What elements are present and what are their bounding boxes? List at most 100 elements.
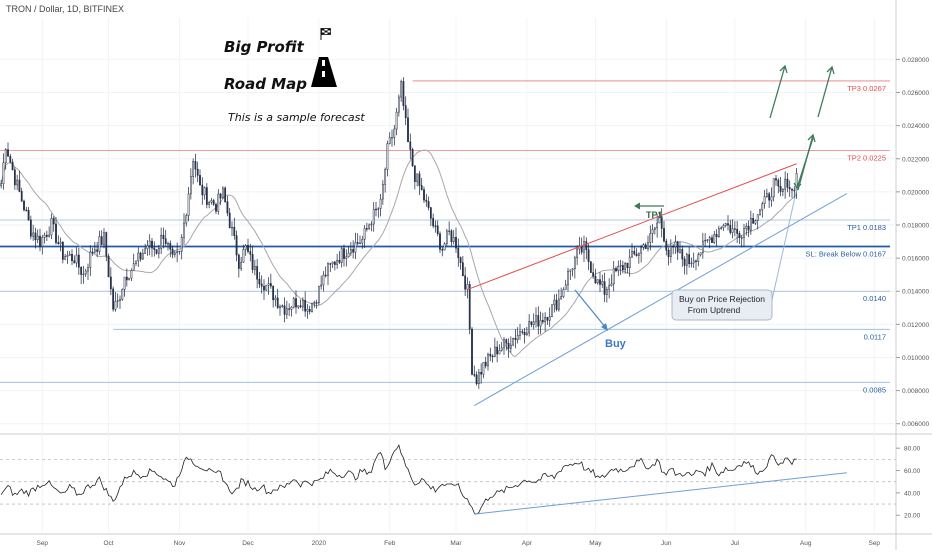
candle — [434, 220, 437, 233]
candle — [258, 272, 261, 288]
candle — [153, 241, 156, 257]
candle — [20, 187, 23, 202]
price-tick-label: 0.006000 — [902, 421, 929, 428]
rsi-pane — [0, 444, 896, 515]
candle-body — [685, 254, 688, 266]
candle-body — [107, 255, 110, 278]
candle-body — [784, 178, 787, 190]
candle-body — [20, 191, 23, 202]
candle-body — [100, 236, 103, 245]
candle — [743, 223, 745, 247]
candle-body — [384, 169, 387, 185]
candle-body — [295, 298, 297, 308]
candle — [436, 220, 439, 237]
candle — [461, 255, 464, 277]
candle-body — [93, 249, 96, 253]
candle — [340, 246, 343, 268]
candle — [791, 188, 793, 198]
candle — [354, 232, 357, 259]
candle-body — [669, 246, 672, 257]
candle-body — [733, 228, 736, 230]
candle-body — [772, 178, 775, 198]
candle — [658, 212, 661, 224]
candle — [43, 232, 46, 244]
candle-body — [338, 259, 341, 263]
candle — [384, 167, 387, 193]
price-tick-label: 0.010000 — [902, 355, 929, 362]
candle-body — [274, 297, 277, 301]
candle — [459, 256, 462, 270]
candle — [701, 232, 704, 259]
candle-body — [487, 353, 489, 367]
candle-body — [55, 223, 57, 243]
candle — [404, 96, 407, 126]
candle — [381, 180, 384, 205]
time-tick-label: Jun — [661, 540, 672, 547]
candle-body — [29, 219, 32, 237]
candle — [391, 129, 393, 147]
candle-body — [489, 353, 492, 357]
candle — [407, 108, 409, 143]
candle-body — [503, 339, 505, 349]
candle-body — [658, 216, 661, 224]
candle-body — [571, 268, 574, 271]
candle — [148, 234, 151, 256]
candle-body — [413, 165, 416, 182]
candle-body — [45, 234, 48, 237]
candle-body — [637, 252, 640, 256]
candle — [2, 153, 5, 190]
candle-body — [583, 241, 585, 253]
price-tick-label: 0.024000 — [902, 123, 929, 130]
candle — [162, 227, 165, 249]
candle-body — [745, 225, 748, 229]
rsi-tick-label: 20.00 — [904, 513, 921, 520]
candle-body — [567, 270, 569, 286]
candle-body — [258, 278, 261, 285]
candle-body — [672, 246, 675, 248]
trend-lines — [467, 163, 848, 406]
candle-body — [356, 242, 359, 244]
candle-body — [656, 222, 659, 229]
candle — [397, 94, 400, 117]
candle-body — [539, 320, 542, 327]
candle — [779, 176, 782, 197]
candle-body — [587, 249, 590, 262]
candle — [695, 259, 697, 271]
candle-body — [615, 268, 617, 272]
candle-body — [432, 218, 435, 227]
candle — [676, 240, 679, 260]
candle — [66, 250, 69, 264]
candle — [393, 124, 396, 146]
candle — [706, 239, 709, 243]
candle-body — [249, 251, 252, 255]
candle-body — [196, 168, 199, 176]
candle-body — [77, 254, 80, 268]
candle — [749, 210, 752, 235]
candle-body — [592, 272, 595, 277]
candle — [48, 226, 51, 238]
candle — [34, 227, 37, 249]
candle-body — [52, 218, 55, 225]
candle — [509, 336, 512, 353]
rsi-tick-label: 60.00 — [904, 468, 921, 475]
candle — [740, 235, 743, 248]
candle — [199, 169, 201, 186]
candle — [299, 299, 302, 309]
candle-body — [25, 209, 28, 212]
candle-body — [537, 315, 540, 327]
candle — [441, 246, 444, 257]
candle-body — [688, 254, 691, 264]
candle — [420, 178, 423, 191]
candle-body — [217, 193, 220, 212]
candle — [132, 253, 135, 271]
candle — [290, 306, 293, 317]
candle-body — [171, 248, 174, 255]
candle — [768, 191, 771, 208]
candle — [98, 230, 101, 255]
candle-body — [512, 337, 515, 346]
title-line-1: Big Profit — [224, 38, 305, 56]
candle — [498, 344, 501, 355]
candle-body — [400, 81, 403, 98]
candle — [564, 279, 567, 290]
